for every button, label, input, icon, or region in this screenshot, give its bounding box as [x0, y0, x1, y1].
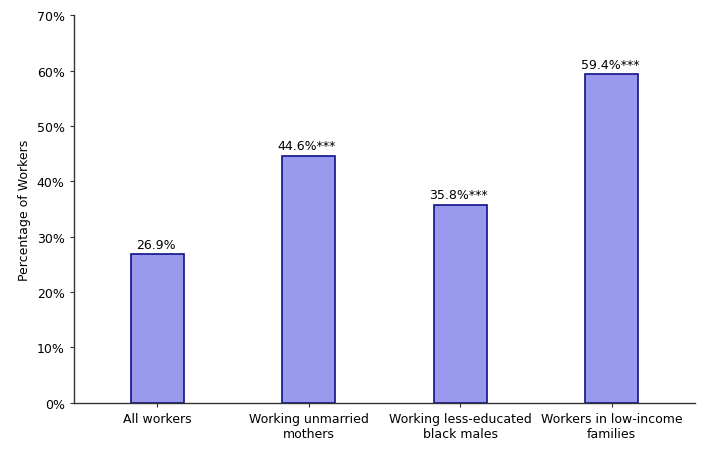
Bar	[433, 205, 486, 403]
Bar	[131, 254, 184, 403]
Text: 26.9%: 26.9%	[136, 238, 175, 251]
Y-axis label: Percentage of Workers: Percentage of Workers	[18, 139, 31, 280]
Text: 35.8%***: 35.8%***	[429, 189, 488, 202]
Bar	[282, 156, 335, 403]
Text: 44.6%***: 44.6%***	[278, 140, 336, 153]
Text: 59.4%***: 59.4%***	[581, 58, 640, 71]
Bar	[585, 75, 638, 403]
